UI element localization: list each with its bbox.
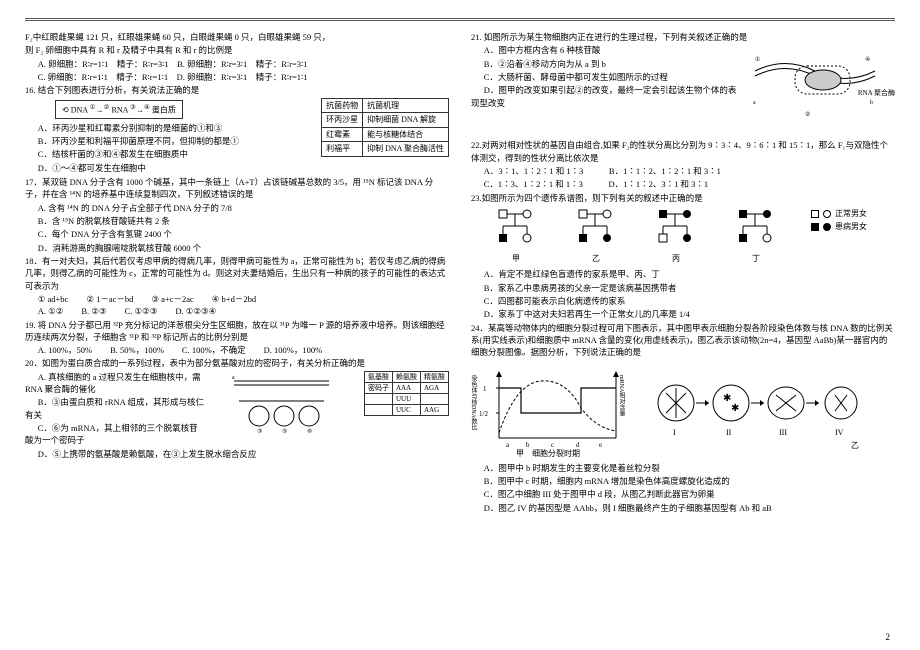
svg-text:③: ③ (257, 428, 262, 435)
svg-text:II: II (726, 428, 732, 437)
codon-table: 氨基酸赖氨酸精氨酸 密码子AAAAGA UUU UUCAAG (364, 371, 449, 417)
q15-opt-c: C. 卵细胞：R∶r=1∶1 精子：R∶r=1∶1 D. 卵细胞：R∶r=3∶1… (25, 71, 449, 83)
q18-sub-opts: ① ad+bc ② 1－ac－bd ③ a+c－2ac ④ b+d－2bd (25, 293, 449, 305)
q17-opt-c: C．每个 DNA 分子含有氢键 2400 个 (25, 228, 449, 240)
svg-text:mRNA相对含量: mRNA相对含量 (618, 375, 625, 418)
q22-row1: A．3∶1、1∶2∶1 和 1∶3 B．1∶1∶2、1∶2∶1 和 3∶1 (471, 165, 895, 177)
q24-opt-b: B．图甲中 c 时期，细胞内 mRNA 增加是染色体高度螺旋化造成的 (471, 475, 895, 487)
q17-stem: 17．某双链 DNA 分子含有 1000 个碱基，其中一条链上（A+T）占该链碱… (25, 176, 449, 201)
q23-opt-d: D．家系丁中这对夫妇若再生一个正常女儿的几率是 1/4 (471, 308, 895, 320)
svg-text:⑥: ⑥ (307, 428, 312, 435)
svg-text:b: b (526, 441, 530, 449)
q16-opt-d: D．①～④都可发生在细胞中 (25, 162, 449, 174)
svg-text:I: I (673, 428, 676, 437)
svg-text:d: d (576, 441, 580, 449)
antibiotic-table: 抗菌药物抗菌机理 环丙沙星抑制细菌 DNA 解旋 红霉素能与核糖体结合 利福平抑… (321, 98, 449, 157)
svg-text:c: c (551, 441, 554, 449)
q22-stem: 22.对两对相对性状的基因自由组合,如果 F₂的性状分离比分别为 9∶3∶4、9… (471, 139, 895, 164)
svg-text:①: ① (755, 56, 760, 63)
q17-opt-d: D．消耗游离的胸腺嘧啶脱氧核苷酸 6000 个 (25, 242, 449, 254)
dna-flow-diagram: ⟲ DNA ①→② RNA ③→④ 蛋白质 (55, 100, 183, 119)
right-column: 21. 如图所示为某生物细胞内正在进行的生理过程，下列有关叙述正确的是 a b … (471, 30, 895, 630)
q24-figures: 1 1/2 a b c d e 甲 细胞分裂时期 染色体与核DNA数比 mRNA… (471, 363, 895, 458)
q24-opt-c: C．图乙中细胞 III 处于图甲中 d 段，从图乙判断此器官为卵巢 (471, 488, 895, 500)
svg-text:1/2: 1/2 (479, 410, 488, 418)
q23-opt-a: A．肯定不是红绿色盲遗传的家系是甲、丙、丁 (471, 268, 895, 280)
svg-text:e: e (599, 441, 602, 449)
q18-choices: A. ①② B. ②③ C. ①②③ D. ①②③④ (25, 305, 449, 317)
translation-figure: a ③ ⑤ ⑥ (204, 371, 364, 441)
svg-text:IV: IV (835, 428, 844, 437)
svg-text:④: ④ (865, 56, 870, 63)
q17-opt-b: B．含 ¹⁵N 的脱氧核苷酸链共有 2 条 (25, 215, 449, 227)
q20-stem: 20．如图为蛋白质合成的一系列过程，表中为部分氨基酸对应的密码子，有关分析正确的… (25, 357, 449, 369)
svg-text:⑤: ⑤ (282, 428, 287, 435)
q16-stem: 16. 结合下列图表进行分析，有关说法正确的是 (25, 84, 449, 96)
intro-line-1: F₂中红眼雌果蝇 121 只，红眼雄果蝇 60 只，白眼雌果蝇 0 只，白眼雄果… (25, 31, 449, 43)
svg-text:✱: ✱ (731, 403, 739, 414)
svg-text:a: a (753, 100, 756, 106)
svg-text:b: b (870, 100, 873, 106)
rna-polymerase-figure: a b ① ④ ② RNA 聚合酶 (745, 46, 895, 136)
ratio-chart: 1 1/2 a b c d e 甲 细胞分裂时期 染色体与核DNA数比 mRNA… (471, 363, 631, 458)
q24-stem: 24．某高等动物体内的细胞分裂过程可用下图表示，其中图甲表示细胞分裂各阶段染色体… (471, 322, 895, 359)
q19-choices: A. 100%，50% B. 50%，100% C. 100%，不确定 D. 1… (25, 344, 449, 356)
svg-text:染色体与核DNA数比: 染色体与核DNA数比 (471, 374, 477, 431)
q21-stem: 21. 如图所示为某生物细胞内正在进行的生理过程，下列有关叙述正确的是 (471, 31, 895, 43)
intro-line-2: 则 F₂ 卵细胞中具有 R 和 r 及精子中具有 R 和 r 的比例是 (25, 44, 449, 56)
svg-text:a: a (232, 375, 235, 381)
q23-opt-c: C．四图都可能表示白化病遗传的家系 (471, 295, 895, 307)
svg-text:乙: 乙 (851, 441, 859, 450)
svg-text:甲 细胞分裂时期: 甲 细胞分裂时期 (516, 448, 580, 458)
q24-opt-a: A．图甲中 b 时期发生的主要变化是着丝粒分裂 (471, 462, 895, 474)
q18-stem: 18．有一对夫妇，其后代若仅考虑甲病的得病几率，则得甲病可能性为 a，正常可能性… (25, 255, 449, 292)
q20-opt-d: D．⑤上携带的氨基酸是赖氨酸，在③上发生脱水缩合反应 (25, 448, 449, 460)
pedigree-legend: 正常男女 患病男女 (811, 208, 867, 265)
q23-stem: 23.如图所示为四个遗传系谱图，则下列有关的叙述中正确的是 (471, 192, 895, 204)
q23-opt-b: B．家系乙中患病男孩的父亲一定是该病基因携带者 (471, 282, 895, 294)
svg-text:a: a (506, 441, 510, 449)
q24-opt-d: D．图乙 IV 的基因型是 AAbb，则 I 细胞最终产生的子细胞基因型有 Ab… (471, 502, 895, 514)
svg-text:1: 1 (483, 385, 487, 393)
page-number: 2 (886, 632, 891, 642)
q17-opt-a: A. 含有 ¹⁴N 的 DNA 分子占全部子代 DNA 分子的 7/8 (25, 202, 449, 214)
svg-text:②: ② (805, 111, 810, 118)
cell-division-figure: I ✱ ✱ II III (651, 363, 871, 458)
pedigree-figure: 甲 乙 (491, 208, 895, 265)
left-column: F₂中红眼雌果蝇 121 只，红眼雄果蝇 60 只，白眼雌果蝇 0 只，白眼雄果… (25, 30, 449, 630)
svg-text:III: III (779, 428, 787, 437)
q19-stem: 19. 将 DNA 分子都已用 ³²P 充分标记的洋葱根尖分生区细胞，放在以 ³… (25, 319, 449, 344)
q22-row2: C．1∶3、1∶2∶1 和 1∶3 D．1∶1∶2、3∶1 和 3∶1 (471, 178, 895, 190)
q15-opt-a: A. 卵细胞：R∶r=1∶1 精子：R∶r=3∶1 B. 卵细胞：R∶r=3∶1… (25, 58, 449, 70)
